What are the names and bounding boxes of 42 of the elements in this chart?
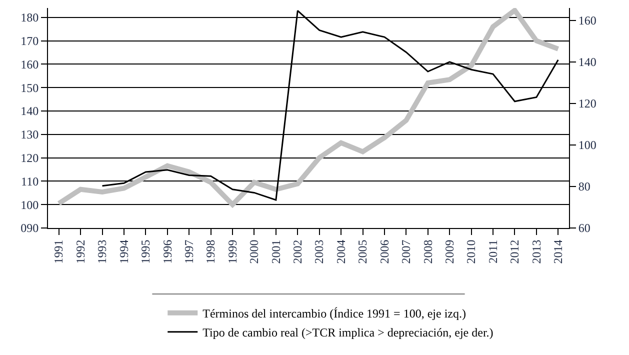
y2-tick-label: 80	[578, 180, 590, 194]
x-tick-label: 1992	[73, 240, 88, 264]
y2-tick-label: 140	[578, 55, 596, 70]
x-tick-label: 2000	[247, 240, 262, 264]
y-tick-label: 130	[20, 128, 39, 142]
x-tick-label: 2001	[268, 240, 283, 264]
y-tick-label: 150	[20, 80, 39, 95]
x-tick-label: 2009	[442, 240, 456, 264]
x-tick-label: 1993	[95, 240, 110, 264]
x-tick-label: 2005	[356, 240, 370, 264]
y2-tick-label: 160	[578, 14, 596, 28]
x-tick-label: 2003	[312, 240, 326, 264]
x-tick-label: 1994	[116, 240, 131, 264]
y-tick-label: 090	[20, 221, 39, 236]
x-tick-label: 2011	[486, 240, 500, 264]
y-tick-label: 120	[20, 150, 39, 165]
legend-label: Tipo de cambio real (>TCR implica > depreciación, eje der.)	[202, 326, 494, 340]
y2-tick-label: 60	[578, 221, 590, 236]
x-tick-label: 2012	[508, 240, 522, 264]
y-tick-label: 100	[20, 198, 39, 212]
y2-tick-label: 120	[578, 96, 596, 111]
x-tick-label: 1997	[182, 240, 196, 264]
x-tick-label: 2006	[377, 240, 392, 264]
y-tick-label: 160	[20, 57, 39, 72]
y-tick-label: 140	[20, 104, 39, 118]
x-tick-label: 1998	[204, 240, 218, 264]
x-tick-label: 2004	[334, 240, 348, 264]
y2-tick-label: 100	[578, 138, 596, 152]
y-tick-label: 180	[20, 10, 39, 25]
x-tick-label: 1995	[138, 240, 153, 264]
x-tick-label: 2014	[551, 240, 566, 264]
x-tick-label: 1991	[52, 240, 66, 264]
x-tick-label: 2007	[399, 240, 414, 264]
x-tick-label: 2010	[464, 240, 478, 264]
y-tick-label: 170	[20, 34, 39, 48]
y-tick-label: 110	[21, 174, 39, 188]
x-tick-label: 2002	[290, 240, 305, 264]
x-tick-label: 1996	[160, 240, 174, 264]
legend-label: Términos del intercambio (Índice 1991 = 100, eje izq.)	[202, 306, 466, 321]
x-tick-label: 2013	[529, 240, 544, 264]
x-tick-label: 2008	[420, 240, 435, 264]
x-tick-label: 1999	[225, 240, 240, 264]
